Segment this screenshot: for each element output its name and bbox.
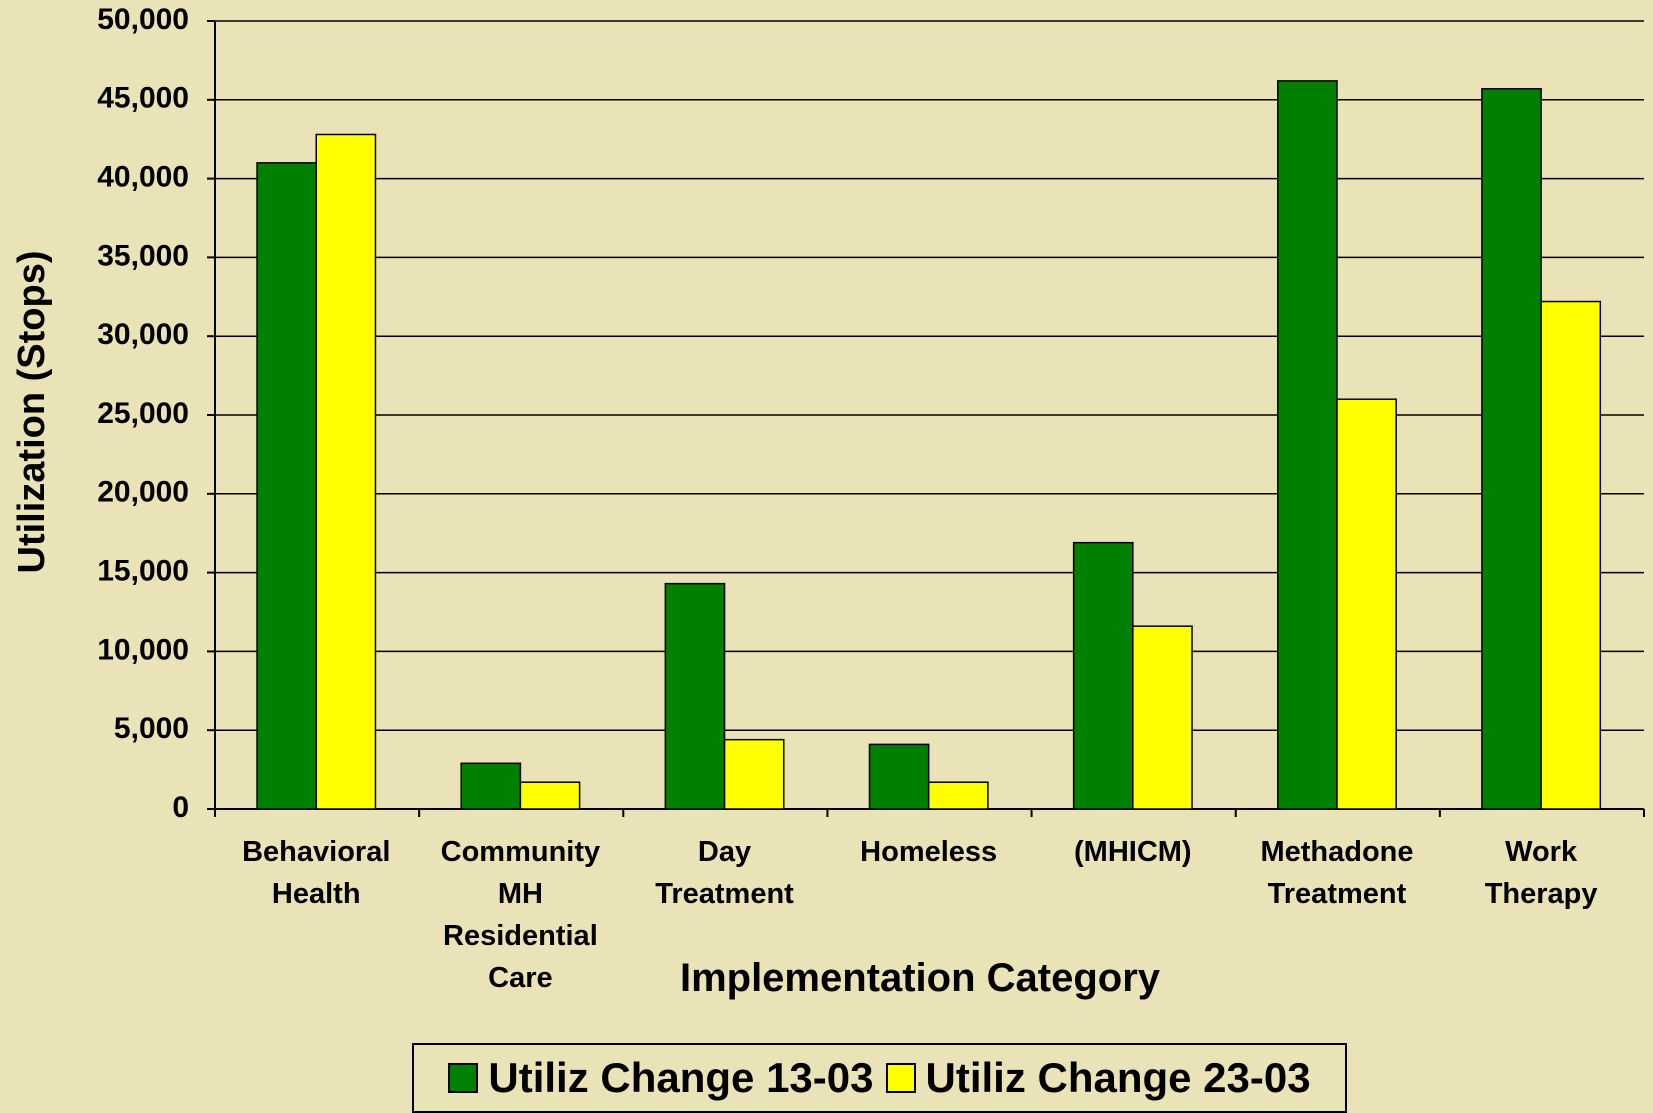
- x-tick-label: Community MH Residential Care: [440, 836, 601, 994]
- bar: [1132, 625, 1193, 810]
- y-tick-label: 50,000: [97, 3, 189, 36]
- legend-item: Utiliz Change 23-03: [885, 1054, 1311, 1102]
- y-tick-label: 45,000: [97, 82, 189, 115]
- x-axis-label: Implementation Category: [679, 956, 1161, 1000]
- bar: [1072, 541, 1134, 810]
- legend-swatch: [885, 1063, 916, 1093]
- bar: [927, 781, 989, 810]
- y-tick-label: 5,000: [114, 712, 189, 745]
- y-tick-label: 30,000: [97, 318, 189, 351]
- bar: [1540, 300, 1602, 810]
- legend-item: Utiliz Change 13-03: [448, 1054, 874, 1102]
- y-tick-label: 15,000: [97, 555, 189, 588]
- bar: [723, 738, 785, 810]
- bar: [256, 162, 318, 810]
- bar: [664, 582, 726, 810]
- x-tick-label: Behavioral Health: [242, 836, 391, 910]
- y-axis-label: Utilization (Stops): [11, 251, 53, 574]
- legend-swatch: [448, 1063, 479, 1093]
- legend: Utiliz Change 13-03 Utiliz Change 23-03: [412, 1043, 1347, 1113]
- x-tick-label: Day Treatment: [655, 836, 794, 910]
- y-tick-label: 0: [172, 791, 189, 824]
- bar: [1481, 88, 1542, 810]
- bar: [460, 762, 522, 810]
- bar: [868, 743, 930, 810]
- x-tick-label: Work Therapy: [1484, 836, 1598, 910]
- bar: [519, 781, 581, 810]
- bar: [1336, 398, 1397, 810]
- y-tick-label: 10,000: [97, 633, 189, 666]
- legend-label: Utiliz Change 23-03: [925, 1054, 1311, 1101]
- y-tick-label: 35,000: [97, 239, 189, 272]
- x-tick-label: (MHICM): [1074, 836, 1192, 868]
- y-tick-label: 40,000: [97, 161, 189, 194]
- legend-label: Utiliz Change 13-03: [488, 1054, 874, 1101]
- bar: [315, 133, 377, 810]
- y-tick-label: 20,000: [97, 476, 189, 509]
- bar: [1277, 80, 1338, 810]
- y-tick-label: 25,000: [97, 397, 189, 430]
- x-tick-label: Homeless: [860, 836, 998, 868]
- x-tick-label: Methadone Treatment: [1260, 836, 1414, 910]
